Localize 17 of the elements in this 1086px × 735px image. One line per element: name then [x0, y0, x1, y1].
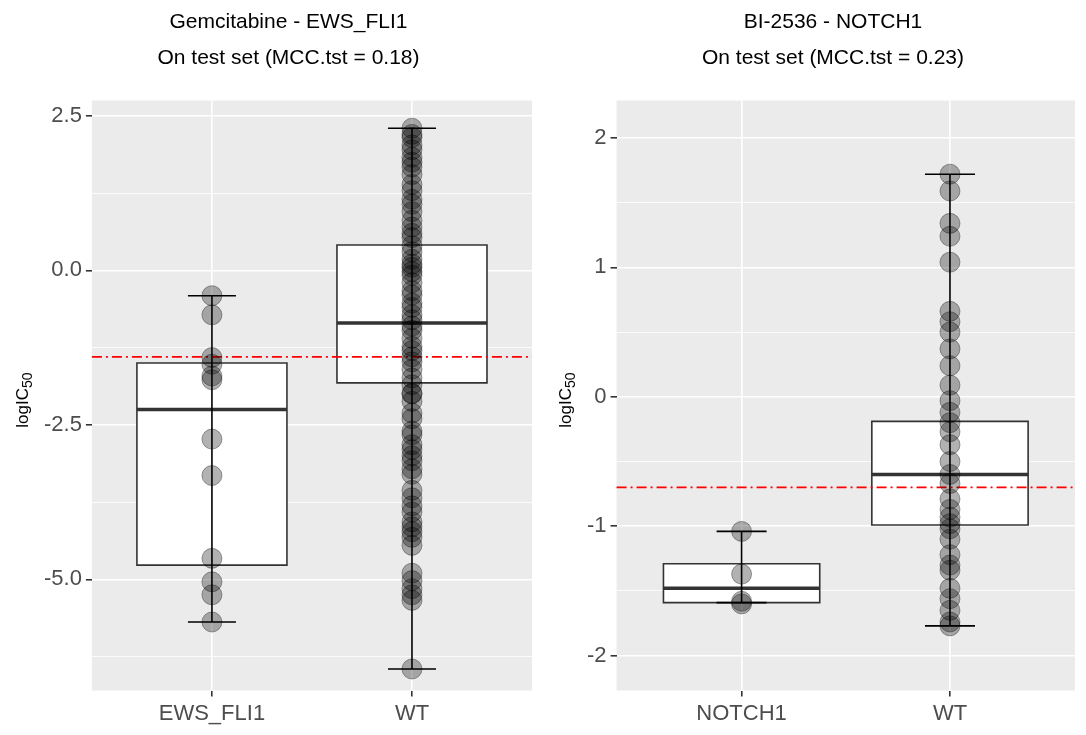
y-tick-label: -1	[587, 512, 607, 538]
chart-subtitle: On test set (MCC.tst = 0.18)	[157, 44, 420, 68]
x-tick-label: EWS_FLI1	[158, 699, 266, 725]
y-tick-label: -5.0	[43, 565, 82, 591]
y-tick-label: -2.5	[43, 410, 82, 436]
x-tick-label: WT	[394, 699, 430, 725]
y-tick-label: 2.5	[51, 101, 82, 127]
y-tick-label: 0.0	[51, 256, 82, 282]
y-tick-label: 2	[594, 124, 607, 149]
y-tick-label: 0	[594, 382, 607, 408]
y-tick-label: -2	[587, 641, 607, 667]
chart-title: BI-2536 - NOTCH1	[743, 9, 923, 33]
x-tick-label: WT	[932, 699, 968, 725]
chart-title: Gemcitabine - EWS_FLI1	[169, 9, 408, 34]
y-tick-label: 1	[594, 253, 607, 279]
chart-subtitle: On test set (MCC.tst = 0.23)	[702, 44, 964, 68]
x-tick-label: NOTCH1	[696, 699, 787, 725]
